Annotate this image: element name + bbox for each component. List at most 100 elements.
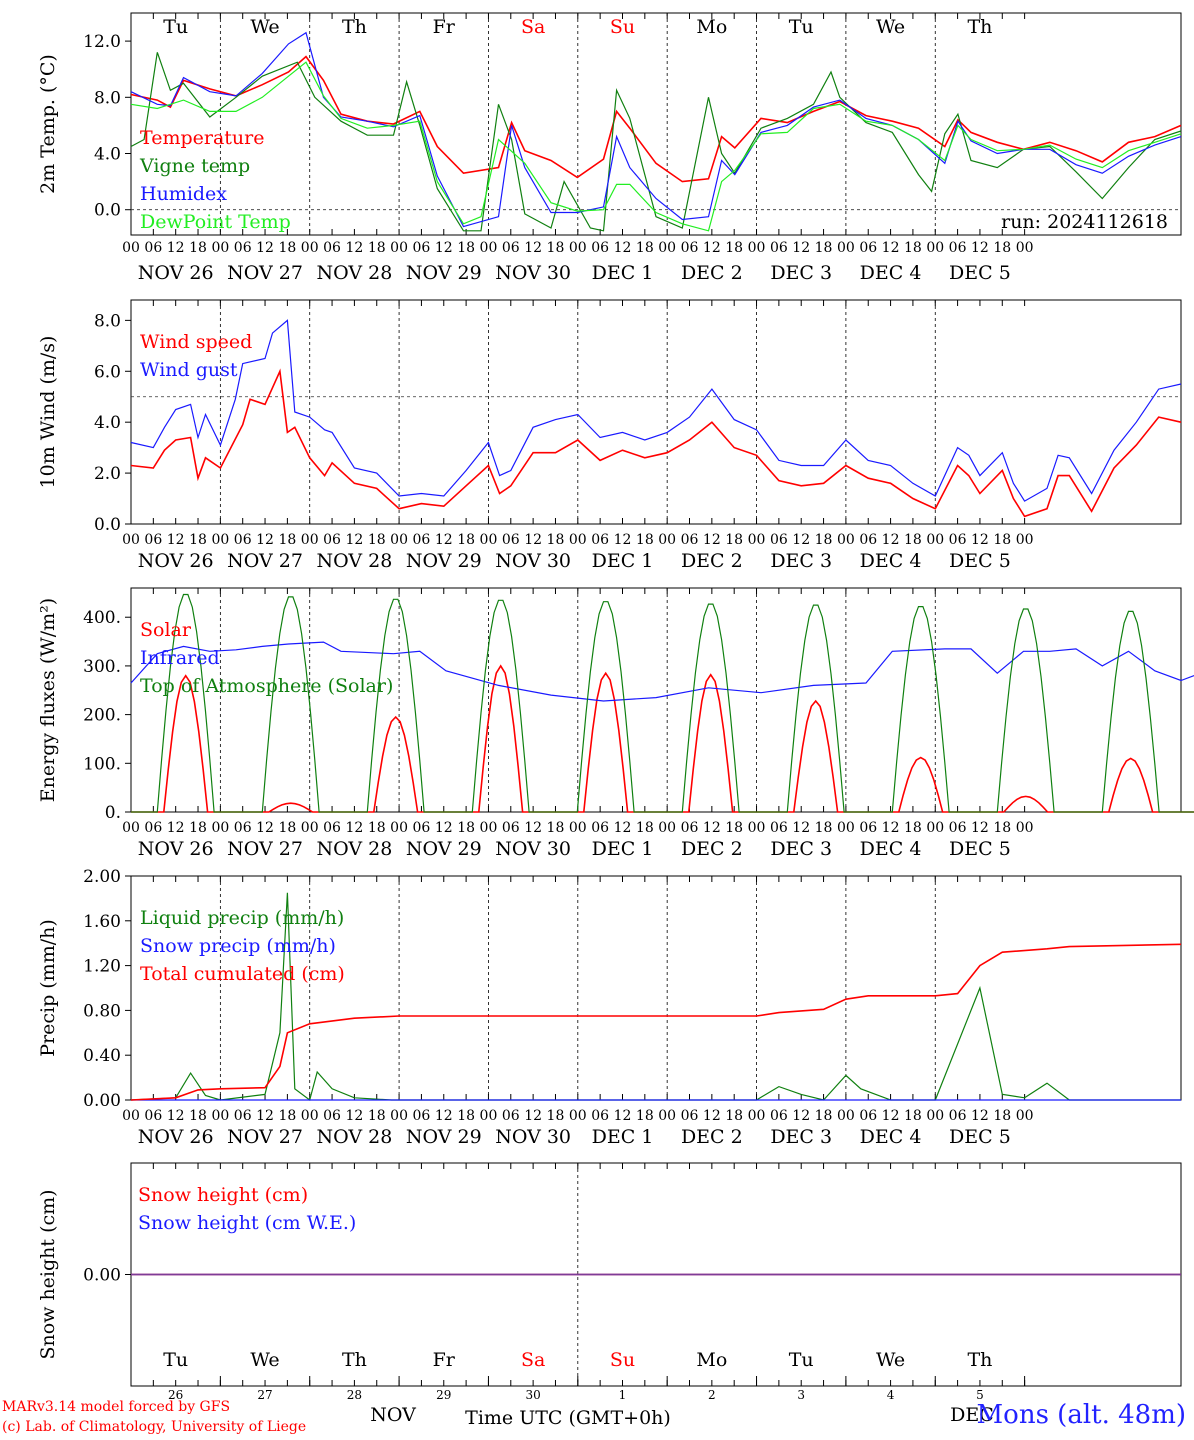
day-name: Mo [696,16,727,38]
hour-tick-label: 18 [636,820,654,836]
hour-tick-label: 18 [725,820,743,836]
y-tick-label: 0.0 [94,515,121,535]
hour-tick-label: 00 [569,820,587,836]
credit-line-2: (c) Lab. of Climatology, University of L… [2,1419,307,1435]
hour-tick-label: 18 [993,532,1011,548]
x-axis-label: Time UTC (GMT+0h) [465,1407,671,1429]
hour-tick-label: 12 [882,820,900,836]
legend-snow-height-cm-: Snow height (cm) [138,1184,308,1206]
hour-tick-label: 12 [435,240,453,256]
hour-tick-label: 12 [614,532,632,548]
hour-tick-label: 18 [278,820,296,836]
hour-tick-label: 00 [122,820,140,836]
date-label: DEC 4 [860,1126,922,1148]
legend-liquid-precip-mm-h-: Liquid precip (mm/h) [140,907,344,929]
hour-tick-label: 18 [636,1108,654,1124]
y-tick-label: 0. [105,803,121,823]
hour-tick-label: 12 [256,820,274,836]
hour-tick-label: 00 [480,1108,498,1124]
hour-tick-label: 00 [658,240,676,256]
hour-tick-label: 12 [971,240,989,256]
series-line-dewpoint-temp [130,61,1182,232]
day-name: Sa [521,1349,545,1371]
legend-top-of-atmosphere-solar-: Top of Atmosphere (Solar) [140,675,393,697]
hour-tick-label: 12 [524,532,542,548]
y-tick-label: 8.0 [94,88,121,108]
hour-tick-label: 00 [837,532,855,548]
date-label: DEC 4 [860,550,922,572]
day-name: Th [967,16,992,38]
hour-tick-label: 12 [792,1108,810,1124]
date-label: DEC 1 [592,838,654,860]
y-axis-label: Snow height (cm) [37,1189,59,1359]
date-label: NOV 28 [316,550,392,572]
y-tick-label: 0.00 [83,1266,121,1286]
hour-tick-label: 18 [815,240,833,256]
date-label: NOV 27 [227,550,303,572]
y-axis-label: 2m Temp. (°C) [37,54,59,194]
date-label: DEC 5 [949,262,1011,284]
hour-tick-label: 06 [144,1108,162,1124]
hour-tick-label: 18 [368,240,386,256]
legend-snow-height-cm-w-e-: Snow height (cm W.E.) [138,1212,356,1234]
series-line-vigne-temp [130,52,1182,232]
hour-tick-label: 00 [837,240,855,256]
hour-tick-label: 06 [144,532,162,548]
hour-tick-label: 12 [345,1108,363,1124]
day-name: We [876,1349,905,1371]
panel-4 [125,875,1182,1102]
hour-tick-label: 00 [569,240,587,256]
hour-tick-label: 12 [703,240,721,256]
date-label: NOV 27 [227,262,303,284]
hour-tick-label: 06 [681,532,699,548]
hour-tick-label: 12 [167,240,185,256]
hour-tick-label: 18 [725,240,743,256]
hour-tick-label: 00 [211,240,229,256]
hour-tick-label: 00 [837,820,855,836]
panel-frame [130,12,1182,236]
y-axis-label: 10m Wind (m/s) [37,336,59,489]
hour-tick-label: 00 [748,240,766,256]
hour-tick-label: 12 [703,1108,721,1124]
day-number: 1 [619,1388,627,1402]
hour-tick-label: 12 [167,820,185,836]
hour-tick-label: 12 [256,532,274,548]
hour-tick-label: 06 [502,1108,520,1124]
hour-tick-label: 18 [636,240,654,256]
hour-tick-label: 12 [524,1108,542,1124]
hour-tick-label: 12 [792,532,810,548]
legend-snow-precip-mm-h-: Snow precip (mm/h) [140,935,336,957]
hour-tick-label: 06 [502,240,520,256]
hour-tick-label: 12 [345,532,363,548]
date-label: NOV 26 [138,262,214,284]
hour-tick-label: 12 [971,532,989,548]
legend-humidex: Humidex [140,183,227,205]
panel-frame [130,587,1182,813]
date-label: NOV 29 [406,1126,482,1148]
hour-tick-label: 06 [413,1108,431,1124]
legend-infrared: Infrared [140,647,220,669]
hour-tick-label: 00 [837,1108,855,1124]
hour-tick-label: 18 [278,1108,296,1124]
hour-tick-label: 18 [547,820,565,836]
hour-tick-label: 18 [368,1108,386,1124]
hour-tick-label: 18 [457,820,475,836]
hour-tick-label: 18 [189,820,207,836]
hour-tick-label: 18 [457,240,475,256]
hour-tick-label: 18 [993,240,1011,256]
hour-tick-label: 18 [189,240,207,256]
hour-tick-label: 00 [926,532,944,548]
hour-tick-label: 00 [1016,240,1034,256]
date-label: NOV 27 [227,838,303,860]
hour-tick-label: 00 [211,820,229,836]
hour-tick-label: 00 [122,532,140,548]
hour-tick-label: 00 [748,532,766,548]
hour-tick-label: 06 [949,1108,967,1124]
hour-tick-label: 12 [792,240,810,256]
hour-tick-label: 06 [413,820,431,836]
legend-temperature: Temperature [140,127,264,149]
hour-tick-label: 12 [882,1108,900,1124]
date-label: NOV 28 [316,838,392,860]
day-number: 5 [976,1388,984,1402]
series-line-wind-speed [130,368,1182,518]
